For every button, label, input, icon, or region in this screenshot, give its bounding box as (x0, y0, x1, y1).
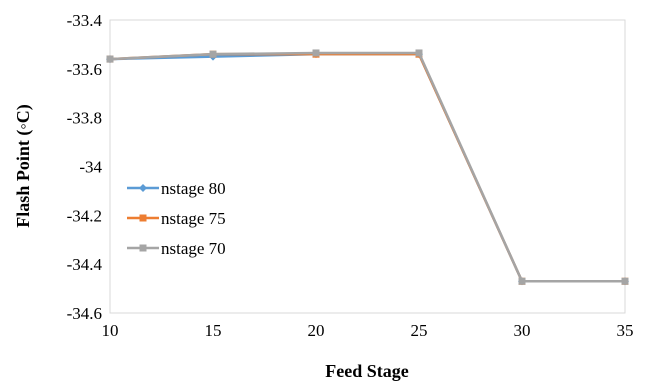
y-tick-label: -33.6 (67, 60, 102, 79)
legend-marker (139, 184, 147, 192)
legend-label: nstage 80 (161, 179, 226, 198)
legend-marker (139, 244, 147, 252)
legend: nstage 80 nstage 75 nstage 70 (127, 179, 226, 258)
y-tick-label: -34.6 (67, 304, 102, 323)
data-point (312, 49, 320, 57)
x-tick-label: 25 (411, 321, 428, 340)
legend-marker (139, 214, 147, 222)
y-tick-label: -33.4 (67, 11, 103, 30)
legend-label: nstage 70 (161, 239, 226, 258)
data-point (621, 277, 629, 285)
data-point (209, 50, 217, 58)
x-tick-label: 30 (514, 321, 531, 340)
x-tick-label: 35 (617, 321, 634, 340)
y-tick-label: -33.8 (67, 109, 102, 128)
x-tick-labels: 10 15 20 25 30 35 (102, 321, 634, 340)
data-point (415, 49, 423, 57)
series-line-3 (109, 51, 625, 283)
x-axis-title: Feed Stage (325, 361, 408, 381)
x-tick-label: 15 (205, 321, 222, 340)
series-layer (106, 49, 629, 286)
x-tick-label: 20 (308, 321, 325, 340)
data-point (518, 277, 526, 285)
data-point (106, 55, 114, 63)
y-tick-labels: -33.4 -33.6 -33.8 -34 -34.2 -34.4 -34.6 (67, 11, 103, 323)
legend-label: nstage 75 (161, 209, 226, 228)
y-tick-label: -34.4 (67, 255, 103, 274)
y-tick-label: -34.2 (67, 206, 102, 225)
plot-frame (109, 19, 626, 314)
x-tick-label: 10 (102, 321, 119, 340)
y-tick-label: -34 (79, 158, 102, 177)
y-axis-title: Flash Point (◦C) (13, 104, 34, 227)
